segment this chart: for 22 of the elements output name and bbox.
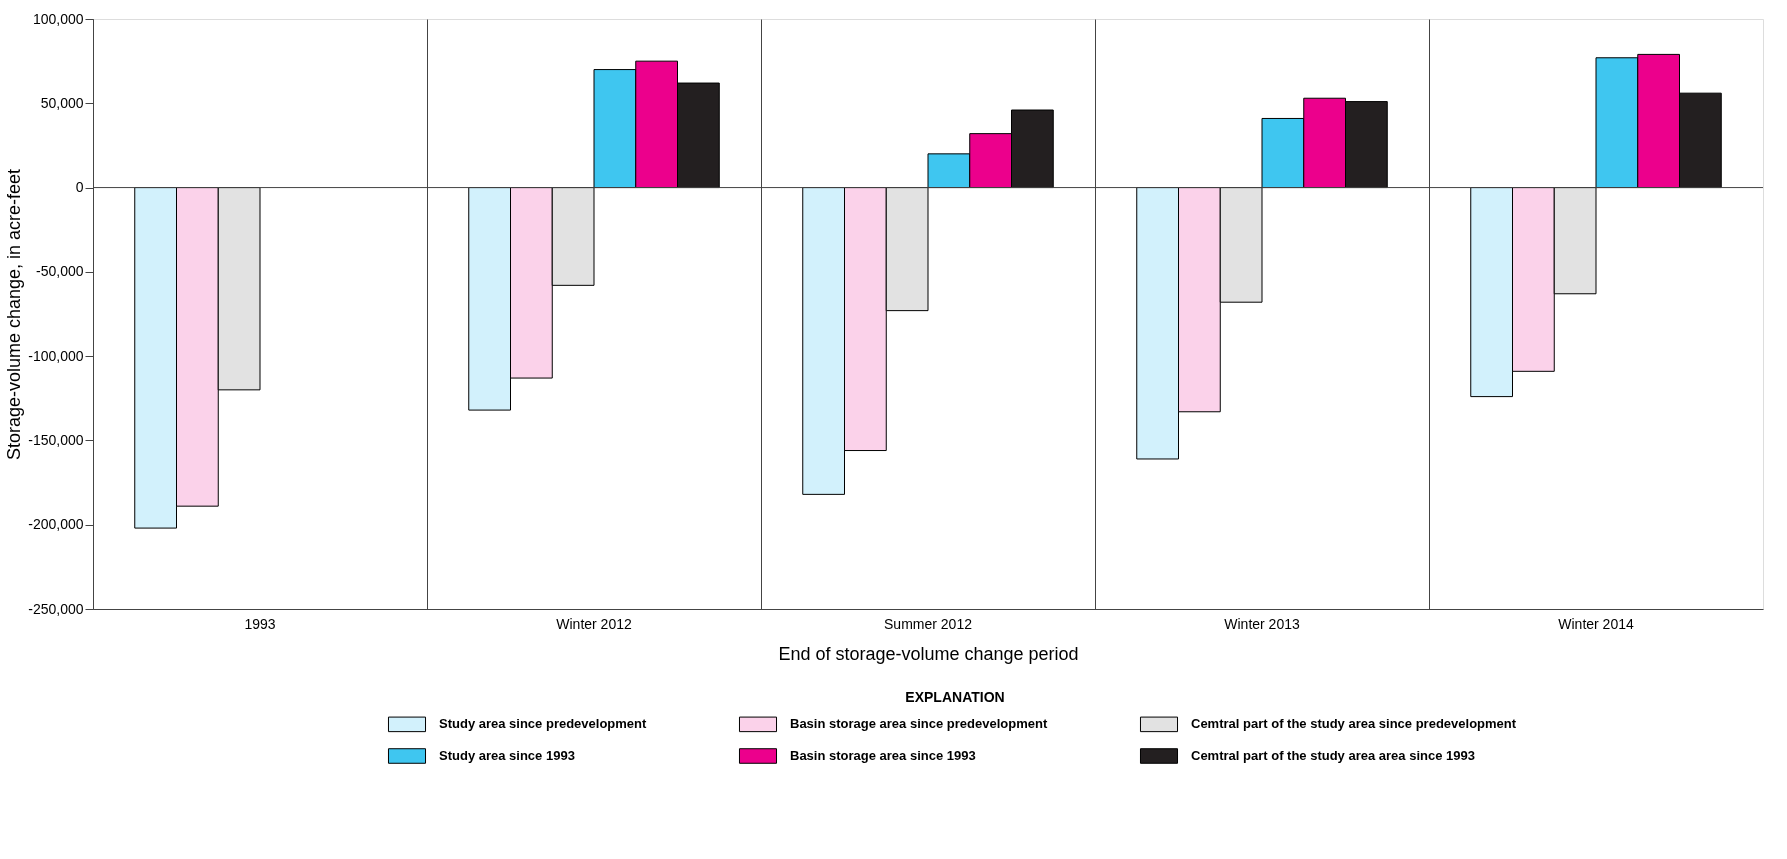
y-tick-label: 100,000	[32, 10, 84, 27]
y-tick-label: -250,000	[28, 600, 84, 617]
y-tick-label: -200,000	[28, 516, 84, 533]
legend-label: Cemtral part of the study area area since 1993	[1191, 748, 1475, 763]
y-tick-label: 0	[75, 179, 84, 196]
legend-label: Cemtral part of the study area since predevelopment	[1191, 716, 1517, 732]
x-tick-label: Winter 2012	[556, 615, 632, 632]
x-tick-label: 1993	[244, 615, 276, 632]
x-tick-label: Winter 2014	[1558, 615, 1634, 632]
y-tick-label: 50,000	[40, 94, 84, 111]
legend-label: Study area since 1993	[439, 748, 575, 763]
x-tick-label: Winter 2013	[1224, 615, 1300, 632]
x-axis-title: End of storage-volume change period	[778, 643, 1079, 664]
y-tick-label: -100,000	[28, 347, 84, 364]
y-tick-label: -150,000	[28, 431, 84, 448]
legend-title: EXPLANATION	[905, 689, 1005, 705]
legend-label: Basin storage area since 1993	[790, 748, 976, 763]
y-axis-title: Storage-volume change, in acre-feet	[4, 168, 25, 461]
legend-label: Study area since predevelopment	[439, 716, 648, 732]
y-tick-label: -50,000	[36, 263, 84, 280]
x-tick-label: Summer 2012	[884, 615, 973, 632]
legend-label: Basin storage area since predevelopment	[790, 716, 1048, 732]
